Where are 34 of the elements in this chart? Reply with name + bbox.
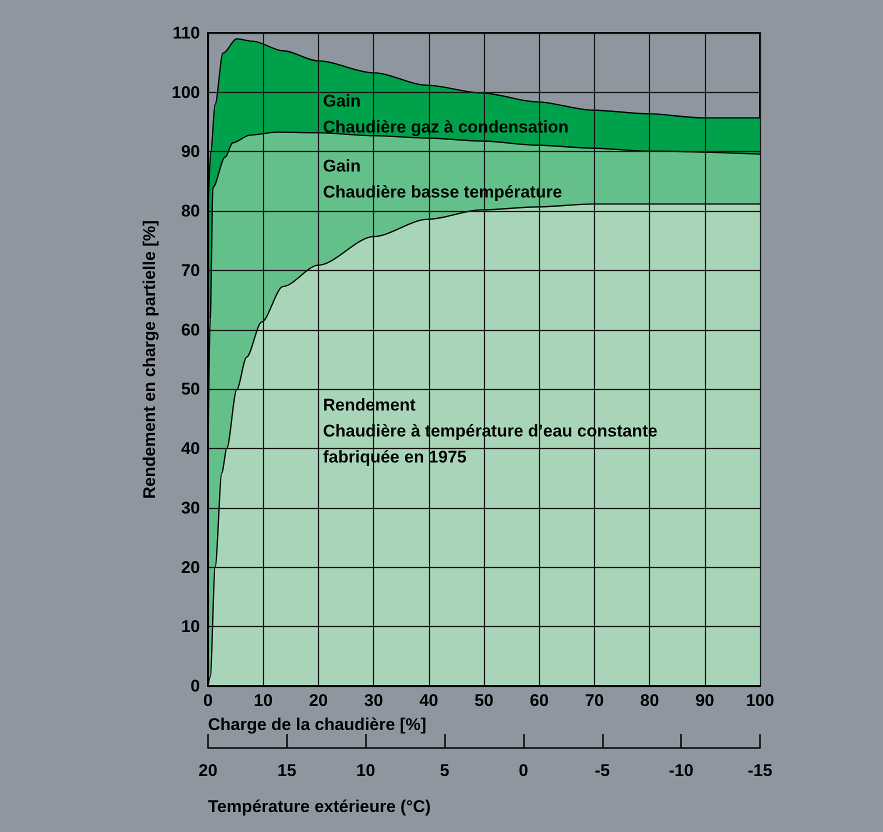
y-tick-label: 0 (190, 676, 200, 696)
y-tick-label: 40 (181, 439, 200, 458)
x-tick-label: 20 (308, 691, 328, 710)
x-tick-label: 30 (364, 691, 384, 710)
y-tick-label: 110 (172, 24, 200, 42)
x-tick-label: 90 (695, 691, 714, 710)
y-tick-label: 10 (181, 617, 200, 636)
y-tick-label: 90 (181, 142, 200, 162)
x-axis-title: Charge de la chaudière [%] (208, 715, 426, 734)
y-axis-title: Rendement en charge partielle [%] (140, 220, 159, 499)
x2-axis-title: Température extérieure (°C) (208, 797, 431, 816)
y-tick-label: 70 (181, 260, 200, 280)
y-tick-label: 50 (181, 380, 200, 399)
x2-tick-label: -15 (748, 761, 772, 780)
x-tick-label: 60 (530, 691, 549, 710)
y-tick-label: 100 (172, 82, 200, 102)
x2-tick-label: -5 (594, 761, 610, 780)
y-tick-label: 20 (181, 558, 200, 577)
y-tick-label: 30 (181, 498, 200, 518)
x-tick-label: 80 (640, 691, 660, 710)
x2-tick-label: -10 (668, 761, 694, 780)
x-tick-label: 100 (746, 691, 774, 710)
x-tick-label: 70 (584, 691, 604, 710)
x2-tick-label: 20 (198, 761, 218, 780)
x2-tick-label: 0 (518, 761, 528, 780)
x-tick-label: 50 (474, 691, 494, 710)
x2-tick-label: 10 (356, 761, 376, 780)
x2-tick-label: 5 (440, 761, 450, 780)
x-tick-label: 10 (254, 691, 273, 710)
y-tick-label: 60 (181, 320, 200, 340)
y-tick-label: 80 (181, 202, 200, 221)
x-tick-label: 0 (203, 691, 213, 710)
x-tick-label: 40 (419, 691, 438, 710)
x2-tick-label: 15 (277, 761, 296, 780)
